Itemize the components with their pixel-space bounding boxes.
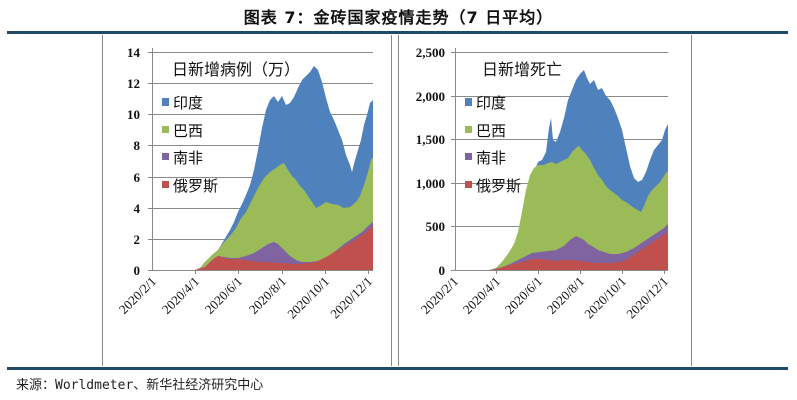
cases-axes xyxy=(148,48,373,274)
cases-area-russia xyxy=(195,226,373,270)
legend-label-russia: 俄罗斯 xyxy=(476,178,521,195)
cases-chart-title: 日新增病例（万） xyxy=(172,60,300,79)
legend-label-india: 印度 xyxy=(173,95,203,112)
deaths-xtick: 2020/10/1 xyxy=(581,274,629,322)
legend-label-south-africa: 南非 xyxy=(173,150,203,167)
deaths-area-brazil xyxy=(490,146,668,270)
deaths-ytick: 500 xyxy=(426,219,446,234)
legend-label-south-africa: 南非 xyxy=(476,150,506,167)
legend-swatch-brazil xyxy=(465,126,472,133)
legend-label-brazil: 巴西 xyxy=(173,124,203,140)
deaths-ytick: 1,000 xyxy=(416,176,445,191)
cases-legend: 印度 巴西 南非 俄罗斯 xyxy=(162,95,218,195)
header-rule xyxy=(7,31,788,34)
cases-ytick: 4 xyxy=(134,201,141,216)
cases-area-brazil xyxy=(195,157,373,270)
deaths-xtick: 2020/12/1 xyxy=(623,274,671,322)
cases-ytick: 12 xyxy=(127,76,140,91)
deaths-axes xyxy=(451,48,668,274)
legend-swatch-russia xyxy=(162,181,169,188)
deaths-ytick: 2,000 xyxy=(416,89,445,104)
deaths-area-russia xyxy=(490,232,668,270)
deaths-ytick: 1,500 xyxy=(416,132,445,147)
cases-ytick: 2 xyxy=(134,232,141,247)
cases-ytick: 14 xyxy=(127,45,141,60)
legend-swatch-india xyxy=(465,98,472,106)
deaths-ytick: 0 xyxy=(439,263,446,278)
footer-rule xyxy=(7,367,788,370)
deaths-chart-title: 日新增死亡 xyxy=(482,60,562,79)
cases-ytick: 6 xyxy=(134,170,141,185)
legend-label-brazil: 巴西 xyxy=(476,124,506,140)
cases-ytick: 10 xyxy=(127,107,140,122)
deaths-xtick: 2020/2/1 xyxy=(418,274,461,317)
deaths-xtick: 2020/6/1 xyxy=(502,274,545,317)
deaths-xtick: 2020/4/1 xyxy=(460,274,503,317)
deaths-ytick: 2,500 xyxy=(416,45,445,60)
legend-swatch-brazil xyxy=(162,126,169,133)
deaths-legend: 印度 巴西 南非 俄罗斯 xyxy=(465,95,521,195)
cases-ytick: 0 xyxy=(134,263,141,278)
legend-swatch-russia xyxy=(465,181,472,188)
source-note: 来源：Worldmeter、新华社经济研究中心 xyxy=(16,378,264,393)
figure-title: 图表 7：金砖国家疫情走势（7 日平均） xyxy=(243,8,554,27)
legend-label-russia: 俄罗斯 xyxy=(173,178,218,195)
legend-label-india: 印度 xyxy=(476,95,506,112)
legend-swatch-south-africa xyxy=(465,153,472,160)
legend-swatch-south-africa xyxy=(162,153,169,160)
cases-ytick: 8 xyxy=(134,138,141,153)
legend-swatch-india xyxy=(162,98,169,106)
deaths-area-south-africa xyxy=(490,224,668,270)
